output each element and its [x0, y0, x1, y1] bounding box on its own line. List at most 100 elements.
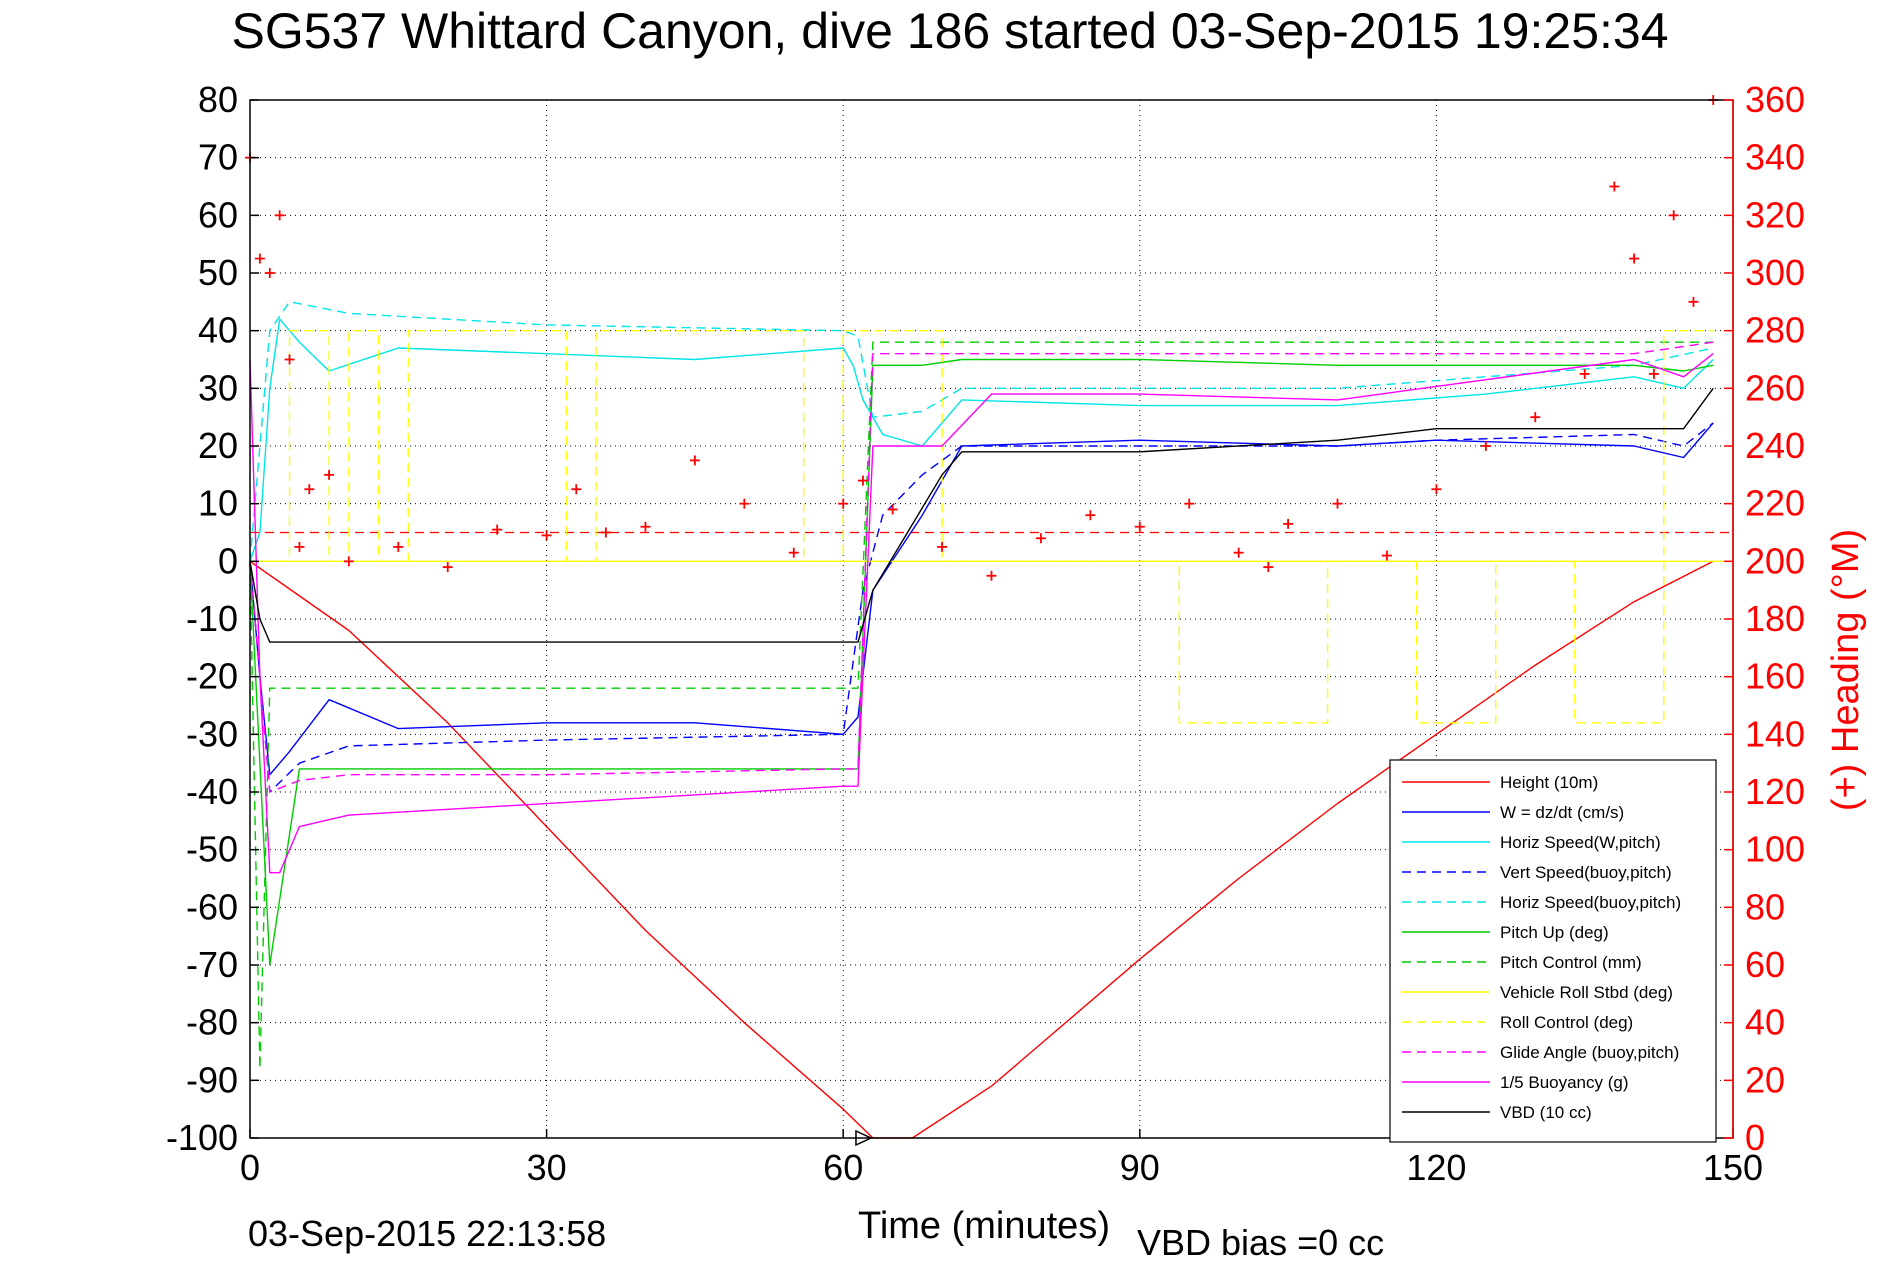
- heading-point: [1648, 368, 1659, 379]
- y-tick-label: 30: [198, 367, 238, 408]
- legend-label: VBD (10 cc): [1500, 1103, 1592, 1122]
- series-layer: [249, 301, 1733, 1139]
- legend-label: 1/5 Buoyancy (g): [1500, 1073, 1629, 1092]
- heading-point: [274, 210, 285, 221]
- footer-timestamp: 03-Sep-2015 22:13:58: [248, 1213, 606, 1254]
- heading-point: [857, 475, 868, 486]
- y2-tick-label: 100: [1745, 829, 1805, 870]
- legend-box: [1389, 759, 1717, 1143]
- y-tick-label: -40: [186, 771, 238, 812]
- y-tick-label: 70: [198, 137, 238, 178]
- legend-label: Roll Control (deg): [1500, 1013, 1633, 1032]
- heading-point: [1480, 441, 1491, 451]
- legend-label: Pitch Up (deg): [1500, 923, 1609, 942]
- y2-tick-label: 200: [1745, 540, 1805, 581]
- heading-point: [1609, 181, 1620, 192]
- series-line: [249, 422, 1714, 793]
- y-tick-label: 50: [198, 252, 238, 293]
- y-tick-label: -90: [186, 1059, 238, 1100]
- y2-tick-label: 40: [1745, 1002, 1785, 1043]
- x-tick-label: 120: [1406, 1147, 1466, 1188]
- heading-point: [1530, 412, 1541, 423]
- x-axis-label: Time (minutes): [858, 1205, 1110, 1247]
- series-line: [249, 341, 1714, 1070]
- series-line: [250, 330, 1714, 724]
- y2-tick-label: 220: [1745, 483, 1805, 524]
- y-tick-label: 80: [198, 79, 238, 120]
- heading-point: [343, 556, 354, 567]
- heading-point: [393, 541, 404, 552]
- y-tick-label: -20: [186, 656, 238, 697]
- axes-layer: 0 30 60 90 120 15080706050403020100-10-20-30-…: [166, 79, 1805, 1188]
- legend-label: Glide Angle (buoy,pitch): [1500, 1043, 1679, 1062]
- y-tick-label: 10: [198, 483, 238, 524]
- heading-point: [1381, 550, 1392, 561]
- heading-point: [492, 524, 503, 535]
- y2-tick-label: 60: [1745, 944, 1785, 985]
- y2-tick-label: 80: [1745, 886, 1785, 927]
- heading-point: [1431, 484, 1442, 495]
- heading-point: [264, 268, 275, 278]
- y2-tick-label: 140: [1745, 713, 1805, 754]
- series-line: [249, 301, 1714, 562]
- y2-tick-label: 240: [1745, 425, 1805, 466]
- heading-point: [1085, 510, 1096, 521]
- y-tick-label: -70: [186, 944, 238, 985]
- heading-layer: [245, 95, 1719, 581]
- heading-point: [600, 527, 611, 538]
- y-tick-label: -60: [186, 886, 238, 927]
- y2-tick-label: 160: [1745, 656, 1805, 697]
- heading-point: [838, 498, 849, 509]
- legend-label: Vehicle Roll Stbd (deg): [1500, 983, 1673, 1002]
- heading-point: [442, 562, 453, 573]
- series-line: [249, 318, 1714, 562]
- x-tick-label: 30: [527, 1147, 567, 1188]
- y2-tick-label: 280: [1745, 310, 1805, 351]
- heading-point: [937, 541, 948, 552]
- heading-point: [254, 253, 265, 264]
- y2-tick-label: 320: [1745, 194, 1805, 235]
- series-line: [249, 387, 1714, 643]
- heading-point: [324, 469, 335, 480]
- x-tick-label: 90: [1120, 1147, 1160, 1188]
- y-tick-label: -100: [166, 1117, 238, 1158]
- heading-point: [739, 498, 750, 509]
- heading-point: [1263, 562, 1274, 573]
- heading-point: [689, 455, 700, 466]
- legend-label: W = dz/dt (cm/s): [1500, 803, 1624, 822]
- heading-point: [986, 570, 997, 581]
- legend-label: Height (10m): [1500, 773, 1598, 792]
- heading-point: [284, 354, 295, 365]
- x-tick-label: 60: [823, 1147, 863, 1188]
- y2-tick-label: 300: [1745, 252, 1805, 293]
- legend-label: Vert Speed(buoy,pitch): [1500, 863, 1672, 882]
- y-tick-label: 40: [198, 310, 238, 351]
- y2-tick-label: 180: [1745, 598, 1805, 639]
- y-tick-label: 20: [198, 425, 238, 466]
- heading-point: [1134, 521, 1145, 532]
- heading-point: [1233, 547, 1244, 558]
- y-tick-label: -10: [186, 598, 238, 639]
- heading-point: [294, 541, 305, 552]
- heading-point: [1035, 533, 1046, 544]
- heading-point: [887, 504, 898, 515]
- heading-point: [541, 530, 552, 541]
- heading-point: [1184, 498, 1195, 509]
- heading-point: [1332, 498, 1343, 509]
- heading-point: [1579, 368, 1590, 379]
- legend-label: Horiz Speed(buoy,pitch): [1500, 893, 1681, 912]
- heading-point: [1629, 253, 1640, 264]
- y2-tick-label: 340: [1745, 137, 1805, 178]
- y-tick-label: 60: [198, 194, 238, 235]
- x-tick-label: 0: [240, 1147, 260, 1188]
- heading-point: [1688, 296, 1699, 307]
- y2-tick-label: 260: [1745, 367, 1805, 408]
- y2-tick-label: 0: [1745, 1117, 1765, 1158]
- heading-point: [571, 484, 582, 495]
- chart-title: SG537 Whittard Canyon, dive 186 started …: [231, 3, 1668, 59]
- legend-label: Pitch Control (mm): [1500, 953, 1642, 972]
- heading-point: [304, 484, 315, 495]
- y2-tick-label: 120: [1745, 771, 1805, 812]
- x-tick-label: 150: [1703, 1147, 1763, 1188]
